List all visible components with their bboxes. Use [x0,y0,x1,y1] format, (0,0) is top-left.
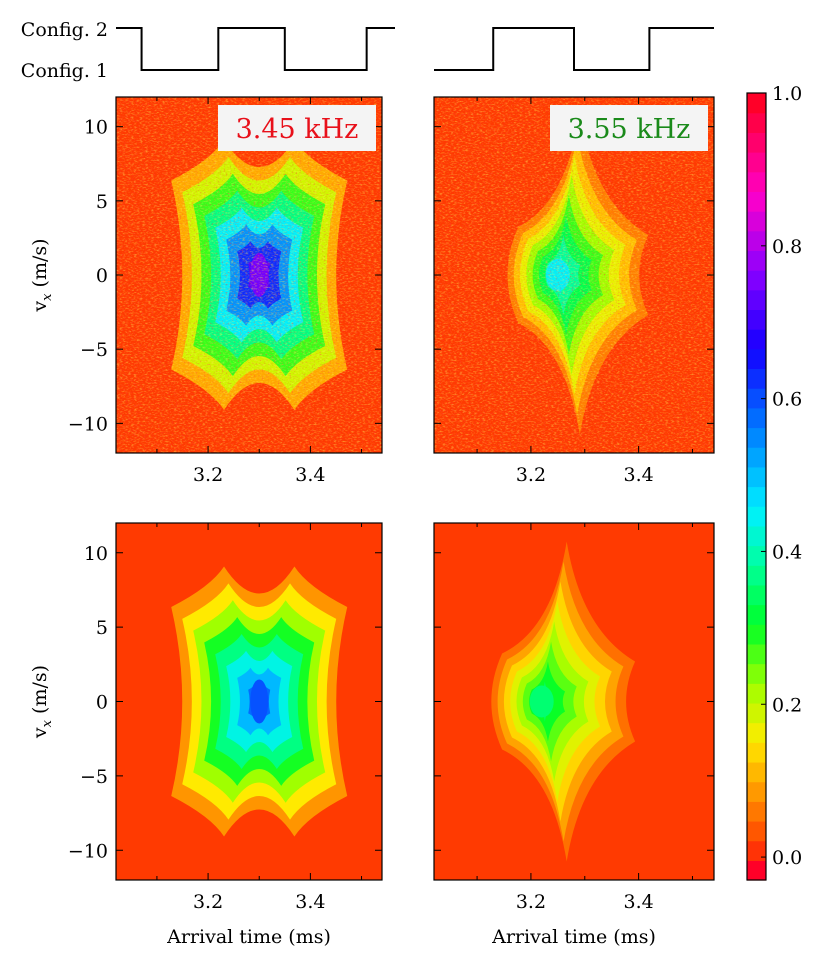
pulse-trace-section: Config. 2 Config. 1 [21,19,714,82]
frequency-label: 3.45 kHz [236,114,359,145]
colorbar-segment [747,702,766,724]
colorbar-segment [747,486,766,507]
colorbar-frame [746,92,767,881]
colorbar-segment [747,427,766,448]
y-tick-label: 10 [84,543,108,565]
heatmap-field [116,523,382,880]
colorbar-segment [747,112,766,133]
colorbar-tick-label: 0.0 [772,847,802,869]
y-tick-label: 0 [96,692,108,714]
x-tick-label: 3.2 [516,464,546,486]
colorbar-segment [747,270,766,291]
colorbar-segment [747,722,766,743]
colorbar-segment [747,171,766,192]
colorbar-segment [747,289,766,311]
y-axis-label: vx (m/s) [29,665,55,739]
colorbar-segment [747,211,766,232]
colorbar-segment [747,388,766,409]
colorbar-segment [747,840,766,861]
colorbar-segment [747,624,766,645]
colorbar-segment [747,93,766,114]
pulse-label-low: Config. 1 [21,60,108,82]
colorbar-tick-label: 1.0 [772,83,802,105]
y-tick-label: −5 [80,339,108,361]
y-tick-label: −5 [80,766,108,788]
colorbar-segment [747,584,766,606]
colorbar-segment [747,663,766,684]
colorbar-segment [747,250,766,271]
colorbar-segment [747,525,766,547]
peak-marker [250,679,269,724]
colorbar-tick-label: 0.8 [772,236,802,258]
colorbar-segment [747,407,766,429]
colorbar-segment [747,152,766,173]
y-tick-label: 0 [96,265,108,287]
colorbar-segment [747,860,766,881]
colorbar-segment [747,447,766,468]
heatmap-field [434,523,714,880]
colorbar-segment [747,329,766,350]
panel-top-right: 3.2 3.4 3.55 kHz [433,96,715,486]
frequency-label-box [218,105,376,151]
colorbar-segment [747,368,766,389]
colorbar-segment [747,565,766,586]
x-axis-label: Arrival time (ms) [166,926,331,948]
colorbar-segment [747,742,766,763]
colorbar: 0.0 0.2 0.4 0.6 0.8 1.0 [746,83,802,881]
colorbar-segment [747,191,766,212]
x-tick-label: 3.4 [624,464,654,486]
y-tick-label: −10 [68,840,108,862]
x-tick-label: 3.2 [516,891,546,913]
y-tick-label: 10 [84,117,108,139]
x-tick-label: 3.4 [295,464,325,486]
colorbar-segment [747,545,766,566]
x-tick-label: 3.4 [624,891,654,913]
colorbar-segment [747,466,766,488]
y-tick-label: 5 [96,617,108,639]
heatmap-field [116,97,382,453]
colorbar-tick-label: 0.4 [772,541,802,563]
x-tick-label: 3.2 [193,464,223,486]
colorbar-segment [747,683,766,704]
panel-bottom-left: 3.2 3.4 −10 −5 0 5 10 vx (m/s) Arrival time (ms) [29,522,383,948]
pulse-trace-left [116,27,395,71]
noise-overlay [434,97,714,453]
colorbar-tick-label: 0.6 [772,389,802,411]
colorbar-segment [747,801,766,822]
colorbar-segment [747,781,766,802]
panel-top-left: 3.2 3.4 −10 −5 0 5 10 vx (m/s) 3.45 kHz [29,96,383,486]
colorbar-segment [747,761,766,783]
frequency-label-box [550,105,708,151]
peak-marker [529,685,554,718]
x-tick-label: 3.2 [193,891,223,913]
x-axis-label: Arrival time (ms) [491,926,656,948]
pulse-trace-right [434,27,714,71]
colorbar-tick-label: 0.2 [772,694,802,716]
pulse-label-high: Config. 2 [21,19,108,41]
frequency-label: 3.55 kHz [568,114,691,145]
colorbar-segment [747,230,766,251]
heatmap-field [434,97,714,453]
y-axis-label: vx (m/s) [29,238,55,312]
colorbar-segment [747,604,766,625]
colorbar-segment [747,309,766,330]
colorbar-segment [747,348,766,370]
colorbar-segment [747,132,766,153]
colorbar-segment [747,820,766,842]
colorbar-segment [747,643,766,665]
noise-overlay [116,97,382,453]
y-tick-label: 5 [96,191,108,213]
panel-bottom-right: 3.2 3.4 Arrival time (ms) [433,522,715,948]
x-tick-label: 3.4 [295,891,325,913]
colorbar-segment [747,506,766,527]
y-tick-label: −10 [68,413,108,435]
